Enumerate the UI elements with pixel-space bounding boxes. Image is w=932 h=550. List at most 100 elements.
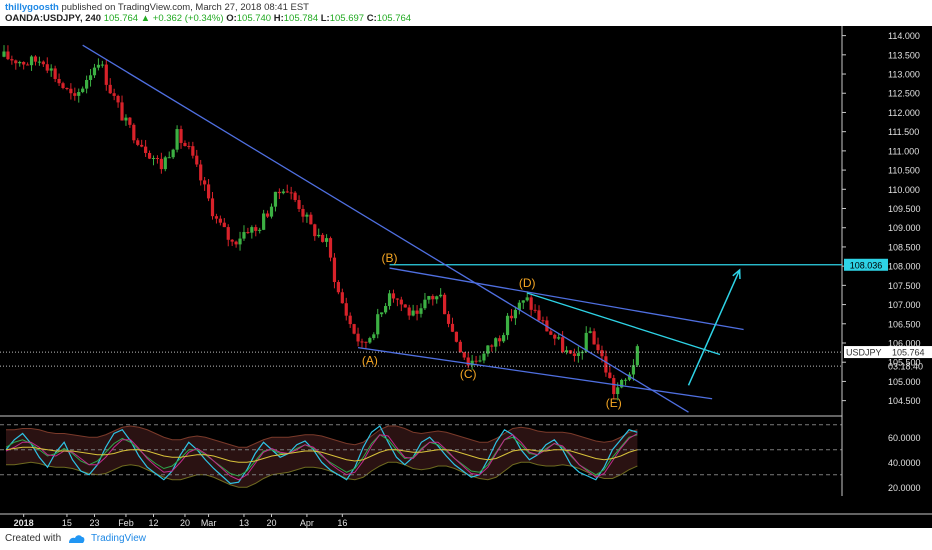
- candle-body: [537, 310, 541, 321]
- candle-body: [564, 350, 569, 352]
- candle-body: [521, 300, 525, 303]
- candle-body: [431, 296, 435, 300]
- oscillator-panel[interactable]: [0, 424, 842, 488]
- symbol-label: OANDA:USDJPY, 240: [5, 13, 102, 24]
- candle-body: [470, 360, 474, 366]
- candle-body: [376, 314, 380, 335]
- candle-body: [246, 232, 250, 234]
- oscillator-tick-label: 60.0000: [888, 433, 921, 443]
- price-tick-label: 109.000: [888, 223, 921, 233]
- candle-body: [317, 234, 321, 237]
- wave-label: (E): [606, 396, 622, 410]
- candle-body: [557, 337, 561, 339]
- price-tick-label: 106.500: [888, 319, 921, 329]
- candle-body: [265, 213, 270, 217]
- price-tick-label: 105.500: [888, 358, 921, 368]
- candle-body: [187, 146, 191, 148]
- candle-body: [549, 331, 553, 335]
- candle-body: [206, 184, 211, 199]
- candle-body: [561, 337, 565, 352]
- price-tick-label: 111.500: [888, 127, 919, 137]
- candle-body: [6, 51, 10, 60]
- time-tick-label: 12: [148, 518, 158, 528]
- candle-body: [541, 320, 545, 322]
- candle-body: [572, 353, 577, 356]
- author-link[interactable]: thillygoosth: [5, 2, 59, 13]
- candle-body: [214, 216, 219, 219]
- time-tick-label: Feb: [118, 518, 134, 528]
- candle-body: [250, 227, 254, 233]
- candle-body: [529, 297, 533, 310]
- candle-body: [100, 64, 104, 66]
- candle-body: [439, 294, 443, 297]
- price-chart[interactable]: 104.500 105.000 105.500 106.000 106.500 107.0…: [0, 26, 932, 528]
- candle-body: [22, 61, 26, 65]
- candle-body: [509, 315, 514, 319]
- candle-body: [41, 61, 45, 65]
- wave-label: (D): [519, 276, 536, 290]
- created-with-text: Created with: [5, 533, 62, 544]
- publish-text: published on TradingView.com, March 27, …: [61, 2, 309, 13]
- candle-body: [513, 309, 518, 319]
- candle-body: [344, 303, 348, 316]
- candle-body: [635, 346, 639, 366]
- candle-body: [340, 292, 344, 304]
- tradingview-brand[interactable]: TradingView: [91, 533, 147, 544]
- candle-body: [450, 323, 455, 332]
- current-price-value: 105.764: [892, 348, 925, 358]
- wave-label: (C): [460, 367, 477, 381]
- candle-body: [175, 129, 179, 150]
- candle-body: [356, 333, 360, 342]
- candle-body: [336, 282, 340, 293]
- candle-body: [10, 59, 14, 61]
- candle-body: [81, 88, 85, 93]
- oscillator-series-line: [5, 433, 638, 481]
- candle-body: [49, 68, 53, 71]
- candle-body: [612, 378, 616, 395]
- candle-body: [234, 241, 238, 245]
- candle-body: [285, 191, 289, 193]
- tradingview-logo-icon[interactable]: [68, 532, 86, 544]
- candle-body: [324, 238, 329, 242]
- oscillator-tick-label: 20.0000: [888, 483, 921, 493]
- price-tick-label: 107.000: [888, 300, 921, 310]
- candle-body: [620, 380, 624, 388]
- candle-body: [348, 315, 352, 325]
- price-tick-label: 105.000: [888, 377, 921, 387]
- price-axis-panel: [842, 26, 932, 528]
- candle-body: [446, 314, 451, 324]
- price-panel[interactable]: [2, 45, 639, 401]
- candle-body: [321, 234, 325, 242]
- target-level-label: 108.036: [850, 260, 883, 270]
- candle-body: [120, 102, 124, 121]
- candle-body: [281, 191, 285, 194]
- candle-body: [132, 124, 136, 141]
- candle-body: [596, 344, 600, 351]
- price-tick-label: 104.500: [888, 396, 921, 406]
- price-tick-label: 114.000: [888, 31, 920, 41]
- price-tick-label: 109.500: [888, 204, 921, 214]
- candle-body: [309, 214, 313, 225]
- candle-body: [128, 117, 132, 125]
- candle-body: [144, 146, 148, 153]
- candle-body: [238, 238, 242, 245]
- candle-body: [69, 88, 73, 94]
- candle-body: [608, 372, 612, 379]
- time-tick-label: 16: [337, 518, 347, 528]
- countdown-label: 03:18:40: [888, 362, 923, 372]
- candle-body: [364, 341, 368, 343]
- candle-body: [427, 296, 431, 300]
- candle-body: [443, 294, 447, 315]
- candle-body: [517, 302, 521, 310]
- candle-body: [269, 206, 274, 217]
- candle-body: [77, 92, 81, 96]
- candle-body: [61, 83, 65, 89]
- current-price-symbol: USDJPY: [846, 348, 882, 358]
- candle-body: [167, 157, 171, 159]
- candle-body: [104, 64, 108, 85]
- candle-body: [490, 345, 494, 347]
- candle-body: [226, 227, 230, 240]
- open-value: 105.740: [236, 13, 272, 24]
- candle-body: [525, 297, 529, 301]
- candle-body: [14, 60, 18, 64]
